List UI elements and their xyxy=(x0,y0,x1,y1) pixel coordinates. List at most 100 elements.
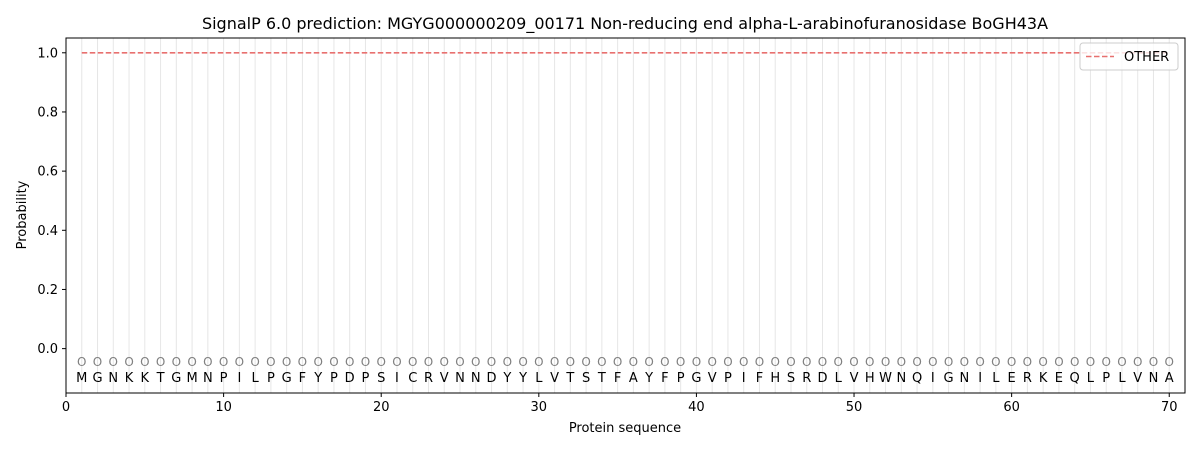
prediction-marker: O xyxy=(723,355,732,369)
residue-label: G xyxy=(691,371,701,386)
prediction-marker: O xyxy=(849,355,858,369)
prediction-marker: O xyxy=(250,355,259,369)
prediction-marker: O xyxy=(597,355,606,369)
residue-label: P xyxy=(724,371,732,386)
y-tick-label: 0.8 xyxy=(37,105,58,120)
residue-label: N xyxy=(471,371,481,386)
prediction-marker: O xyxy=(770,355,779,369)
prediction-marker: O xyxy=(329,355,338,369)
legend[interactable]: OTHER xyxy=(1079,42,1179,71)
prediction-marker: O xyxy=(124,355,133,369)
residue-label: V xyxy=(440,371,449,386)
residue-label: S xyxy=(582,371,590,386)
prediction-marker: O xyxy=(692,355,701,369)
residue-label: D xyxy=(487,371,497,386)
residue-label: R xyxy=(424,371,433,386)
residue-label: R xyxy=(802,371,811,386)
residue-label: F xyxy=(661,371,668,386)
residue-label: P xyxy=(362,371,370,386)
residue-label: F xyxy=(614,371,621,386)
residue-label: Q xyxy=(912,371,922,386)
residue-label: Q xyxy=(1070,371,1080,386)
prediction-marker: O xyxy=(487,355,496,369)
residue-label: N xyxy=(896,371,906,386)
residue-label: L xyxy=(992,371,1000,386)
residue-label: T xyxy=(156,371,165,386)
residue-label: V xyxy=(550,371,559,386)
residue-label: P xyxy=(1102,371,1110,386)
prediction-marker: O xyxy=(534,355,543,369)
prediction-marker: O xyxy=(1038,355,1047,369)
residue-label: V xyxy=(850,371,859,386)
residue-label: V xyxy=(1133,371,1142,386)
x-tick-label: 50 xyxy=(846,400,863,415)
prediction-marker: O xyxy=(518,355,527,369)
prediction-marker: O xyxy=(928,355,937,369)
y-axis-label: Probability xyxy=(15,180,30,249)
residue-label: L xyxy=(252,371,260,386)
residue-label: A xyxy=(1165,371,1174,386)
x-tick-label: 0 xyxy=(62,400,70,415)
residue-label: C xyxy=(408,371,417,386)
residue-label: H xyxy=(770,371,780,386)
prediction-marker: O xyxy=(707,355,716,369)
x-tick-label: 20 xyxy=(373,400,390,415)
residue-label: M xyxy=(76,371,87,386)
prediction-marker: O xyxy=(1149,355,1158,369)
residue-label: N xyxy=(959,371,969,386)
prediction-marker: O xyxy=(156,355,165,369)
prediction-marker: O xyxy=(1054,355,1063,369)
prediction-marker: O xyxy=(440,355,449,369)
x-axis-label: Protein sequence xyxy=(569,421,681,436)
residue-label: N xyxy=(108,371,118,386)
residue-label: A xyxy=(629,371,638,386)
prediction-marker: O xyxy=(471,355,480,369)
x-tick-label: 40 xyxy=(688,400,705,415)
prediction-marker: O xyxy=(865,355,874,369)
prediction-marker: O xyxy=(960,355,969,369)
residue-label: N xyxy=(203,371,213,386)
residue-label: Y xyxy=(518,371,527,386)
x-axis: 0 10 20 30 40 50 60 70 xyxy=(62,393,1178,415)
residue-label: K xyxy=(1039,371,1048,386)
y-tick-label: 0.0 xyxy=(37,342,58,357)
prediction-marker: O xyxy=(345,355,354,369)
prediction-marker: O xyxy=(881,355,890,369)
residue-label: E xyxy=(1055,371,1063,386)
residue-label: Y xyxy=(644,371,653,386)
residue-label: M xyxy=(186,371,197,386)
prediction-marker: O xyxy=(802,355,811,369)
prediction-marker: O xyxy=(187,355,196,369)
residue-label: R xyxy=(1023,371,1032,386)
prediction-marker: O xyxy=(140,355,149,369)
prediction-marker: O xyxy=(1101,355,1110,369)
prediction-marker: O xyxy=(109,355,118,369)
prediction-marker: O xyxy=(361,355,370,369)
residue-label: G xyxy=(92,371,102,386)
plot-frame xyxy=(65,37,1186,394)
residue-label: P xyxy=(220,371,228,386)
prediction-marker: O xyxy=(392,355,401,369)
prediction-marker: O xyxy=(818,355,827,369)
residue-label: P xyxy=(330,371,338,386)
prediction-marker: O xyxy=(1007,355,1016,369)
prediction-marker: O xyxy=(172,355,181,369)
residue-label: G xyxy=(171,371,181,386)
y-tick-label: 0.6 xyxy=(37,165,58,180)
residue-label: L xyxy=(1118,371,1126,386)
prediction-marker: O xyxy=(1165,355,1174,369)
residue-label: I xyxy=(237,371,241,386)
residue-label: K xyxy=(141,371,150,386)
prediction-marker: O xyxy=(503,355,512,369)
residue-label: F xyxy=(299,371,306,386)
residue-label: I xyxy=(978,371,982,386)
prediction-marker: O xyxy=(912,355,921,369)
residue-label: D xyxy=(345,371,355,386)
prediction-marker: O xyxy=(550,355,559,369)
prediction-marker: O xyxy=(739,355,748,369)
residue-label: P xyxy=(267,371,275,386)
legend-box xyxy=(1079,42,1179,71)
prediction-marker: O xyxy=(581,355,590,369)
